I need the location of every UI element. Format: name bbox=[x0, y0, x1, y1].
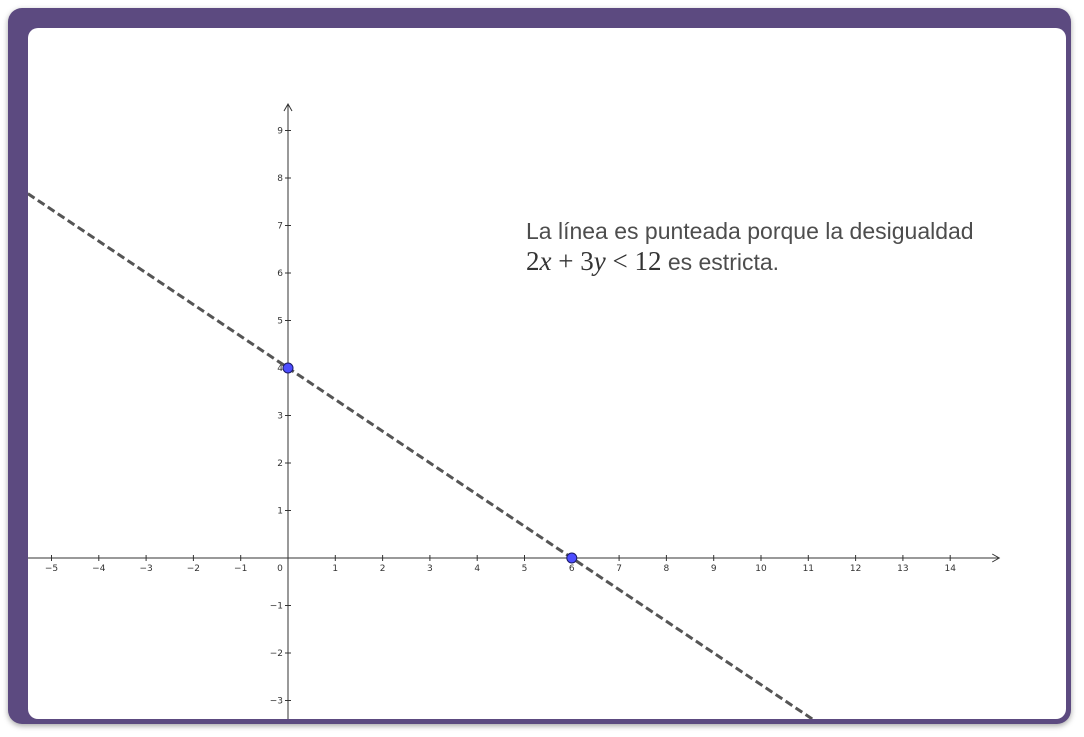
x-tick-label: −3 bbox=[139, 564, 152, 574]
x-tick-label: 0 bbox=[277, 564, 283, 574]
x-tick-label: −5 bbox=[45, 564, 58, 574]
math-coef-x: 2 bbox=[526, 246, 540, 276]
x-tick-label: 10 bbox=[755, 564, 767, 574]
math-op: < bbox=[605, 246, 635, 276]
y-tick-label: 5 bbox=[277, 317, 283, 327]
y-tick-label: −3 bbox=[270, 697, 283, 707]
applet-frame: −5 −4 −3 −2 −1 0 1 2 3 4 5 6 7 8 9 10 11 12 13 14 −3 −2 −1 1 2 3 4… bbox=[8, 8, 1071, 724]
x-tick-label: 13 bbox=[897, 564, 908, 574]
x-tick-label: 5 bbox=[522, 564, 528, 574]
y-tick-label: 4 bbox=[277, 364, 283, 374]
x-tick-label: 9 bbox=[711, 564, 717, 574]
math-var-x: x bbox=[539, 246, 552, 276]
y-axis-arrow bbox=[283, 102, 293, 112]
x-tick-label: 12 bbox=[850, 564, 861, 574]
math-coef-y: 3 bbox=[580, 246, 594, 276]
y-tick-label: 1 bbox=[277, 507, 283, 517]
y-tick-label: 3 bbox=[277, 412, 283, 422]
graph-svg: −5 −4 −3 −2 −1 0 1 2 3 4 5 6 7 8 9 10 11 12 13 14−3−2−11234… bbox=[28, 102, 1001, 719]
y-tick-label: 6 bbox=[277, 269, 283, 279]
caption-suffix: es estricta. bbox=[661, 249, 780, 275]
math-rhs: 12 bbox=[634, 246, 662, 276]
x-tick-label: 1 bbox=[332, 564, 338, 574]
y-tick-label: −1 bbox=[270, 602, 283, 612]
x-tick-label: 2 bbox=[380, 564, 386, 574]
x-tick-label: 11 bbox=[803, 564, 814, 574]
x-tick-label: 14 bbox=[944, 564, 956, 574]
boundary-line bbox=[28, 192, 814, 719]
x-tick-label: 8 bbox=[664, 564, 670, 574]
intercept-point bbox=[566, 552, 578, 564]
y-tick-label: 9 bbox=[277, 127, 283, 137]
graph-canvas[interactable]: −5 −4 −3 −2 −1 0 1 2 3 4 5 6 7 8 9 10 11 12 13 14 −3 −2 −1 1 2 3 4… bbox=[28, 28, 1066, 719]
caption-text: La línea es punteada porque la desiguald… bbox=[526, 216, 974, 277]
caption-line-1: La línea es punteada porque la desiguald… bbox=[526, 218, 974, 244]
inequality-math: 2x + 3y < 12 bbox=[526, 246, 661, 276]
x-tick-label: 7 bbox=[616, 564, 622, 574]
y-tick-label: 2 bbox=[277, 459, 283, 469]
x-tick-label: −4 bbox=[92, 564, 106, 574]
x-tick-label: −2 bbox=[187, 564, 200, 574]
x-tick-label: 6 bbox=[569, 564, 575, 574]
math-plus: + bbox=[551, 246, 581, 276]
intercept-point bbox=[282, 362, 294, 374]
caption-line-2: 2x + 3y < 12 es estricta. bbox=[526, 246, 974, 277]
math-var-y: y bbox=[593, 246, 606, 276]
x-tick-label: 4 bbox=[474, 564, 480, 574]
x-tick-label: −1 bbox=[234, 564, 247, 574]
y-tick-label: 8 bbox=[277, 174, 283, 184]
x-axis-arrow bbox=[991, 553, 1001, 563]
y-tick-label: 7 bbox=[277, 222, 283, 232]
x-tick-label: 3 bbox=[427, 564, 433, 574]
y-tick-label: −2 bbox=[270, 649, 283, 659]
